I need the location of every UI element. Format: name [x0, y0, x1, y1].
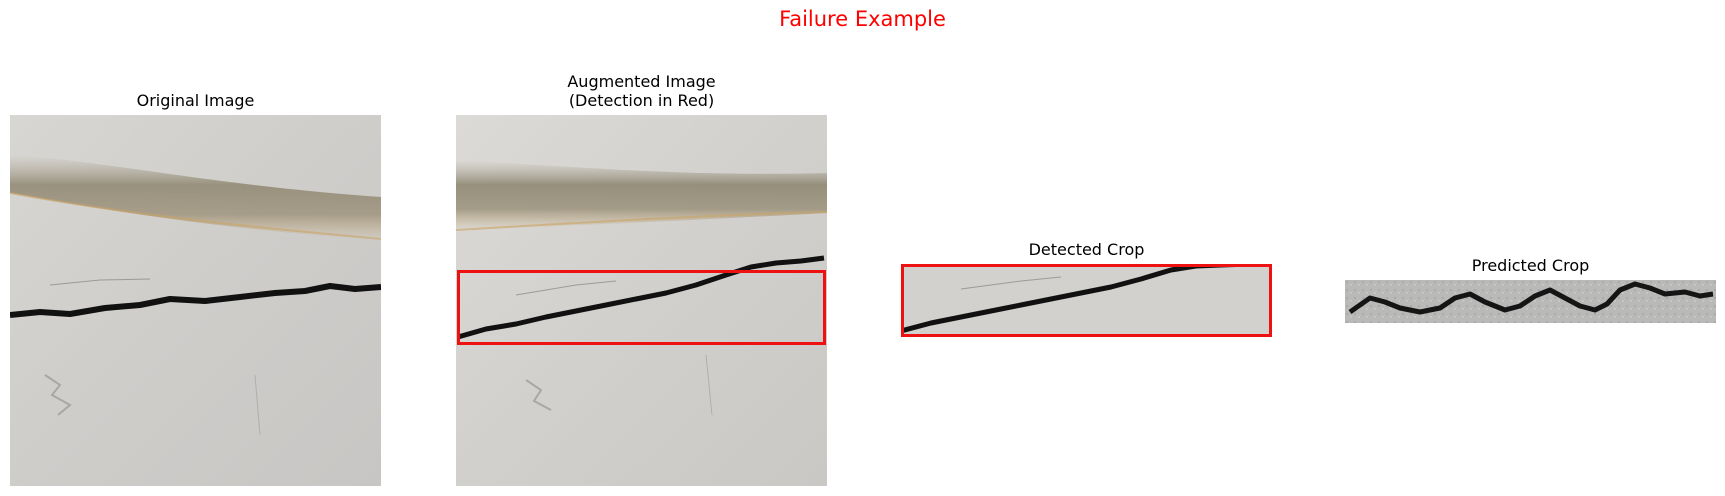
augmented-image-graphic — [456, 115, 827, 486]
original-image-graphic — [10, 115, 381, 486]
detection-box — [457, 270, 826, 345]
detected-crop-frame — [901, 264, 1272, 337]
panel-title-predicted-crop: Predicted Crop — [1471, 256, 1590, 275]
predicted-crop-graphic — [1345, 280, 1716, 323]
detected-crop-image — [901, 264, 1272, 337]
panel-title-augmented: Augmented Image (Detection in Red) — [567, 72, 716, 110]
panel-title-detected-crop: Detected Crop — [1028, 240, 1145, 259]
figure-title: Failure Example — [779, 7, 946, 31]
predicted-crop-image — [1345, 280, 1716, 323]
original-image — [10, 115, 381, 486]
augmented-image — [456, 115, 827, 486]
panel-title-original: Original Image — [136, 91, 255, 110]
